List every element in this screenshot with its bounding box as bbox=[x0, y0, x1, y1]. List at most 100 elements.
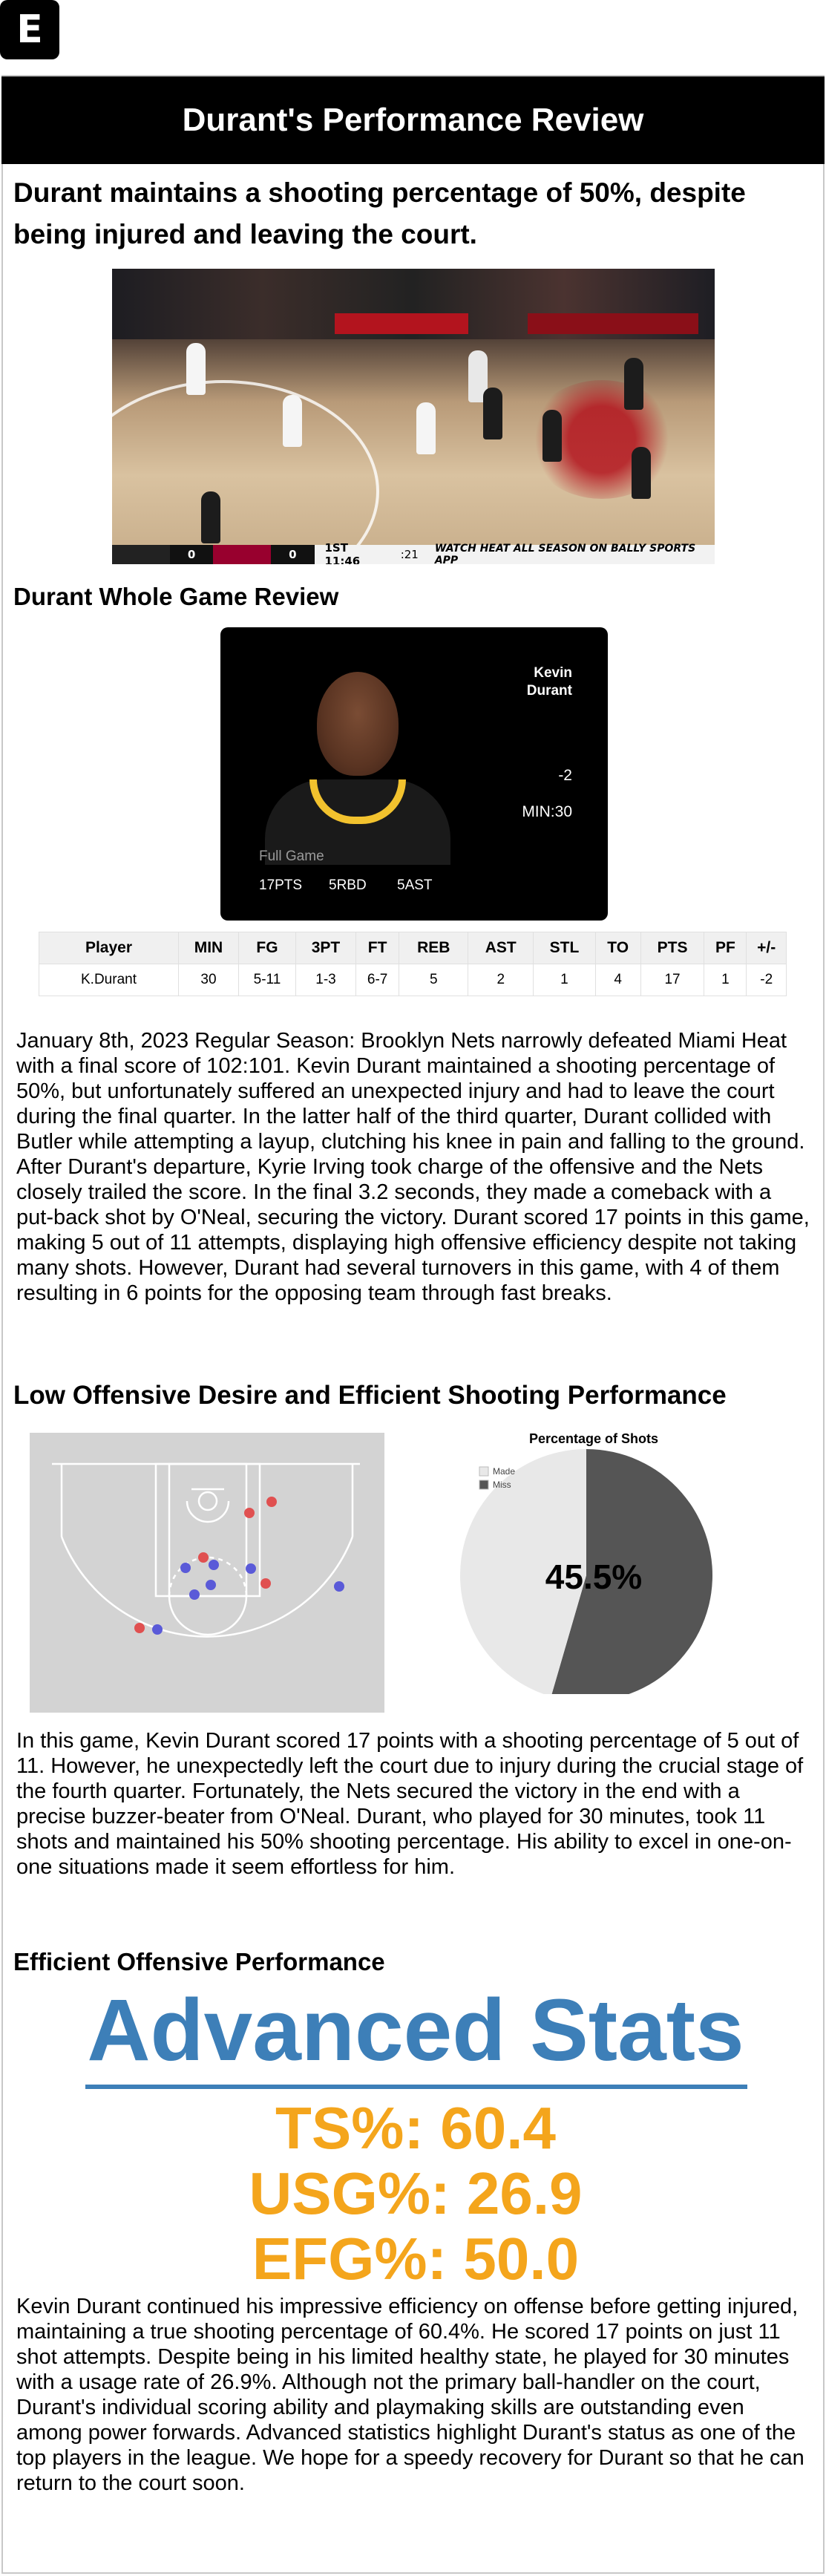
shot-made-marker bbox=[198, 1552, 209, 1563]
box-score-cell: 1 bbox=[533, 964, 596, 996]
box-score-cell: 1 bbox=[704, 964, 747, 996]
chart-title: Percentage of Shots bbox=[529, 1431, 658, 1446]
advanced-stats-title: Advanced Stats bbox=[87, 1981, 744, 2079]
player-minutes: MIN:30 bbox=[522, 803, 572, 820]
section-title-whole-game: Durant Whole Game Review bbox=[13, 583, 339, 610]
card-label: Full Game bbox=[259, 849, 324, 864]
shot-clock: :21 bbox=[400, 548, 419, 561]
team-logo-nets bbox=[112, 545, 170, 564]
arena-ad-board bbox=[335, 313, 468, 334]
box-score-table: Player MIN FG 3PT FT REB AST STL TO PTS PF +/- K.Du… bbox=[39, 932, 787, 996]
shot-made-marker bbox=[266, 1497, 277, 1507]
legend-swatch-made bbox=[479, 1466, 489, 1477]
pie-center-label: 45.5% bbox=[545, 1557, 642, 1596]
box-score-cell: 4 bbox=[594, 964, 641, 996]
player-photo bbox=[243, 657, 458, 865]
box-score-header-cell: REB bbox=[399, 932, 469, 964]
player-head bbox=[317, 672, 399, 776]
card-points: 17PTS bbox=[259, 877, 303, 893]
court-arc bbox=[112, 380, 379, 564]
player-figure bbox=[632, 447, 651, 499]
box-score-header-cell: STL bbox=[533, 932, 596, 964]
box-score-cell: 2 bbox=[468, 964, 534, 996]
box-score-header-cell: PF bbox=[704, 932, 747, 964]
score-home: 0 bbox=[271, 545, 315, 564]
advanced-stats-divider bbox=[85, 2085, 747, 2089]
card-assists: 5AST bbox=[397, 877, 433, 893]
shot-made-marker bbox=[134, 1623, 145, 1633]
usage-rate-stat: USG%: 26.9 bbox=[249, 2160, 583, 2226]
player-plus-minus: -2 bbox=[558, 767, 572, 784]
scoreboard-bar: 0 0 1ST 11:46 :21 WATCH HEAT ALL SEASON … bbox=[112, 541, 715, 564]
pie-slices bbox=[460, 1449, 712, 1694]
player-card[interactable]: Kevin Durant -2 MIN:30 Full Game 17PTS 5… bbox=[220, 627, 608, 921]
shot-missed-marker bbox=[246, 1563, 256, 1574]
player-jersey bbox=[265, 779, 450, 865]
site-logo[interactable]: E bbox=[0, 0, 59, 59]
efficiency-paragraph: Kevin Durant continued his impressive ef… bbox=[16, 2295, 804, 2495]
player-figure bbox=[624, 358, 643, 410]
logo-letter: E bbox=[16, 7, 43, 52]
legend-label-made: Made bbox=[493, 1466, 515, 1477]
player-figure bbox=[283, 395, 302, 447]
box-score-cell: -2 bbox=[746, 964, 787, 996]
game-clock: 1ST 11:46 bbox=[324, 541, 361, 564]
box-score-cell: 30 bbox=[178, 964, 239, 996]
box-score-cell: 5 bbox=[399, 964, 469, 996]
box-score-cell: 5-11 bbox=[237, 964, 297, 996]
player-figure bbox=[186, 343, 206, 395]
shot-pie-chart: Percentage of Shots Made Miss 45.5% bbox=[460, 1431, 712, 1694]
headline: Durant maintains a shooting percentage o… bbox=[13, 177, 746, 249]
player-name: Kevin Durant bbox=[526, 665, 572, 699]
arena-ad-board bbox=[528, 313, 698, 334]
section-title-efficiency: Efficient Offensive Performance bbox=[13, 1948, 385, 1975]
true-shooting-stat: TS%: 60.4 bbox=[275, 2095, 556, 2161]
shot-made-marker bbox=[244, 1508, 255, 1518]
shot-missed-marker bbox=[206, 1580, 216, 1590]
player-figure bbox=[543, 410, 562, 462]
page-title: Durant's Performance Review bbox=[1, 76, 825, 164]
player-figure bbox=[416, 402, 436, 454]
box-score-header-cell: AST bbox=[468, 932, 534, 964]
box-score-cell: 1-3 bbox=[295, 964, 356, 996]
box-score-header-cell: MIN bbox=[178, 932, 239, 964]
shooting-paragraph: In this game, Kevin Durant scored 17 poi… bbox=[16, 1729, 804, 1879]
shot-made-marker bbox=[260, 1578, 271, 1589]
box-score-header-cell: FG bbox=[237, 932, 297, 964]
card-rebounds: 5RBD bbox=[329, 877, 367, 893]
chart-legend: Made Miss bbox=[479, 1466, 515, 1490]
broadcast-promo: WATCH HEAT ALL SEASON ON BALLY SPORTS AP… bbox=[434, 543, 696, 564]
effective-fg-stat: EFG%: 50.0 bbox=[252, 2226, 580, 2292]
box-score-header-row: Player MIN FG 3PT FT REB AST STL TO PTS PF +/- bbox=[39, 932, 787, 964]
box-score-header-cell: FT bbox=[355, 932, 400, 964]
court-markings bbox=[52, 1462, 360, 1638]
article-frame bbox=[1, 75, 825, 2574]
box-score-header-cell: Player bbox=[39, 932, 179, 964]
shot-chart bbox=[30, 1433, 384, 1713]
shot-missed-marker bbox=[189, 1589, 200, 1600]
box-score-cell: 6-7 bbox=[355, 964, 400, 996]
shot-missed-marker bbox=[209, 1560, 219, 1570]
shot-chart-court bbox=[30, 1433, 384, 1713]
shot-missed-marker bbox=[180, 1563, 191, 1573]
box-score-header-cell: 3PT bbox=[295, 932, 356, 964]
box-score-header-cell: TO bbox=[594, 932, 641, 964]
shot-missed-marker bbox=[152, 1624, 163, 1635]
pie-slice-miss bbox=[551, 1449, 712, 1694]
legend-swatch-miss bbox=[479, 1480, 489, 1490]
legend-label-miss: Miss bbox=[493, 1480, 511, 1490]
score-away: 0 bbox=[169, 545, 214, 564]
box-score-header-cell: +/- bbox=[746, 932, 787, 964]
team-logo-heat bbox=[213, 545, 272, 564]
pie-slice-made bbox=[460, 1449, 586, 1694]
shot-missed-marker bbox=[334, 1581, 344, 1592]
box-score-cell: 17 bbox=[640, 964, 705, 996]
shot-markers bbox=[134, 1497, 344, 1635]
box-score-header-cell: PTS bbox=[640, 932, 705, 964]
game-video-frame[interactable]: 0 0 1ST 11:46 :21 WATCH HEAT ALL SEASON … bbox=[112, 269, 715, 564]
game-summary-paragraph: January 8th, 2023 Regular Season: Brookl… bbox=[16, 1029, 810, 1305]
table-row: K.Durant 30 5-11 1-3 6-7 5 2 1 4 17 1 -2 bbox=[39, 964, 787, 996]
player-figure bbox=[483, 388, 502, 439]
player-figure bbox=[201, 491, 220, 543]
section-title-shooting: Low Offensive Desire and Efficient Shoot… bbox=[13, 1381, 727, 1410]
